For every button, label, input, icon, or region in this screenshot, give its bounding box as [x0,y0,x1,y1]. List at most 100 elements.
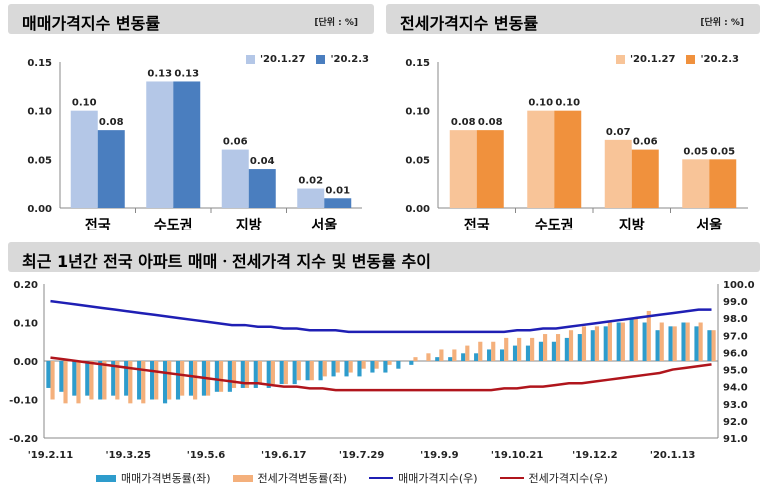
jeonse-rate-bar [465,345,470,361]
left-tick-label: 0.20 [13,280,38,291]
data-label: 0.02 [298,176,323,187]
bar [554,110,582,208]
jeonse-rate-bar [348,361,353,373]
jeonse-rate-bar [491,341,496,361]
data-label: 0.07 [606,127,631,138]
sale-change-panel: 매매가격지수 변동률 [단위 : %] '20.1.27 '20.2.3 0.0… [8,4,374,230]
data-label: 0.13 [147,68,172,79]
jeonse-rate-bar [193,361,198,400]
right-tick-label: 100.0 [723,280,755,291]
x-category-label: 지방 [619,217,645,230]
sale-rate-bar [538,341,544,361]
jeonse-rate-bar [76,361,81,404]
sale-rate-bar [305,361,310,381]
y-tick-label: 0.00 [27,204,52,215]
jeonse-rate-bar [141,361,146,404]
legend-jeonse-rate: 전세가격변동률(좌) [232,470,347,486]
jeonse-rate-bar [711,330,716,361]
x-tick-label: '19.7.29 [339,450,384,461]
legend-swatch-curr [686,55,696,64]
bar [248,169,276,208]
jeonse-rate-bar [361,361,366,369]
sale-rate-bar [357,361,362,377]
sale-rate-bar [655,330,660,361]
right-tick-label: 91.0 [723,434,748,445]
x-category-label: 서울 [311,217,337,230]
sale-rate-bar [629,318,634,361]
sale-rate-bar [111,361,116,396]
jeonse-rate-bar [257,361,263,385]
jeonse-rate-bar [633,318,638,361]
jeonse-rate-bar [568,330,574,361]
bar [324,198,352,208]
sale-rate-bar [85,361,90,396]
sale-rate-bar [98,361,103,400]
x-tick-label: '19.12.2 [572,450,617,461]
jeonse-rate-bar [89,361,94,400]
data-label: 0.06 [633,137,658,148]
sale-rate-bar [240,361,245,388]
left-tick-label: -0.20 [9,434,38,445]
x-category-label: 지방 [236,217,262,230]
jeonse-rate-bar [180,361,185,396]
jeonse-rate-bar [167,361,172,400]
legend-swatch-prev [616,55,625,64]
sale-rate-bar [694,326,699,361]
x-tick-label: '19.6.17 [261,450,306,461]
sale-rate-bar [681,322,686,361]
jeonse-rate-bar [63,361,68,404]
data-label: 0.08 [451,117,476,128]
bar [70,110,98,208]
jeonse-rate-bar [270,361,275,385]
trend-panel-title: 최근 1년간 전국 아파트 매매ㆍ전세가격 지수 및 변동률 추이 [22,252,431,271]
data-label: 0.01 [325,185,350,196]
left-tick-label: 0.00 [13,357,38,368]
sale-rate-bar [707,330,712,361]
jeonse-rate-bar [413,357,418,361]
legend-label-curr: '20.2.3 [330,54,369,65]
legend-label-prev: '20.1.27 [260,54,306,65]
sale-rate-bar [512,345,518,361]
right-tick-label: 94.0 [723,383,748,394]
sale-rate-bar [162,361,168,404]
y-tick-label: 0.00 [405,204,430,215]
jeonse-rate-bar [698,322,703,361]
right-tick-label: 93.0 [723,400,748,411]
jeonse-rate-bar [620,322,625,361]
sale-rate-bar [46,361,51,388]
jeonse-rate-bar [439,349,444,361]
sale-rate-bar [590,330,595,361]
right-tick-label: 96.0 [723,348,748,359]
right-tick-label: 98.0 [723,314,748,325]
data-label: 0.04 [250,156,275,167]
sale-rate-bar [383,361,388,373]
legend-sale-index: 매매가격지수(우) [369,470,478,486]
sale-rate-bar [448,357,453,361]
jeonse-rate-bar [646,310,651,361]
legend-jeonse-index: 전세가격지수(우) [499,470,608,486]
bar [146,81,174,208]
legend-swatch-prev [246,55,255,64]
sale-rate-bar [499,349,505,361]
bar [682,159,710,208]
right-tick-label: 95.0 [723,366,748,377]
jeonse-rate-bar [517,337,522,361]
jeonse-rate-bar [543,334,548,361]
left-tick-label: -0.10 [9,396,38,407]
sale-panel-legend: '20.1.27 '20.2.3 [246,54,369,65]
y-tick-label: 0.10 [405,107,430,118]
jeonse-rate-bar [154,361,159,400]
jeonse-rate-bar [659,322,664,361]
jeonse-rate-bar [244,361,250,388]
y-tick-label: 0.05 [27,155,52,166]
right-tick-label: 97.0 [723,331,748,342]
bar [631,149,659,208]
bar [709,159,737,208]
sale-rate-bar [292,361,297,385]
legend-label-curr: '20.2.3 [700,54,739,65]
sale-rate-bar [279,361,284,385]
bar [97,130,125,208]
jeonse-rate-bar [128,361,133,404]
jeonse-rate-bar [50,361,55,400]
